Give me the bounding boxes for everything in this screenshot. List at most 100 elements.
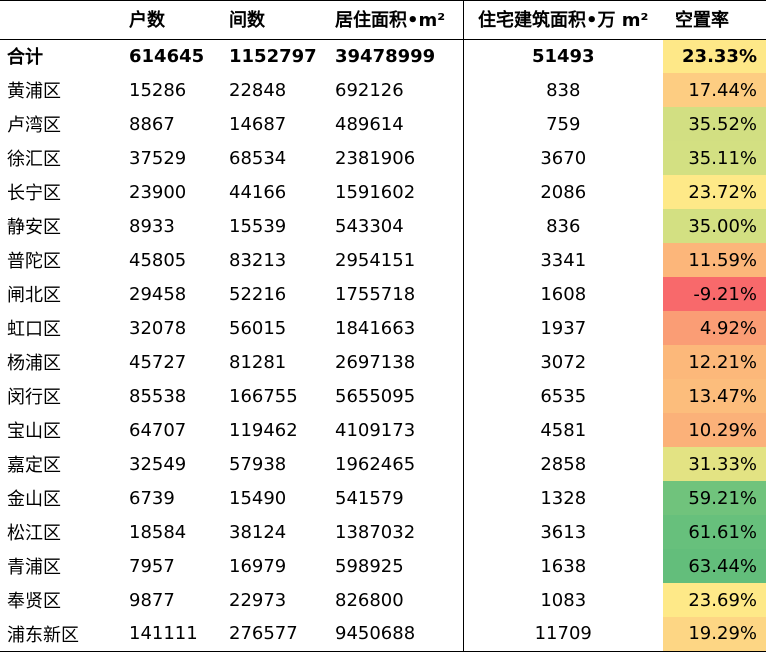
cell-vacancy-rate: 63.44% (663, 549, 766, 583)
cell-households: 18584 (129, 521, 187, 543)
total-row: 合计 614645 1152797 39478999 51493 23.33% (0, 39, 766, 73)
cell-living-area: 489614 (335, 113, 404, 135)
cell-living-area: 5655095 (335, 385, 416, 407)
cell-rooms: 44166 (229, 181, 287, 203)
cell-rooms: 22848 (229, 79, 287, 101)
table-row: 奉贤区 9877 22973 826800 1083 23.69% (0, 583, 766, 617)
total-district: 合计 (7, 47, 43, 69)
cell-households: 85538 (129, 385, 187, 407)
cell-building-area: 838 (462, 73, 663, 107)
header-district (0, 0, 122, 40)
total-living-area: 39478999 (335, 45, 436, 67)
cell-living-area: 1387032 (335, 521, 416, 543)
cell-vacancy-rate: 23.69% (663, 583, 766, 617)
cell-households: 23900 (129, 181, 187, 203)
cell-rooms: 15539 (229, 215, 287, 237)
header-households: 户数 (122, 0, 222, 40)
table-row: 卢湾区 8867 14687 489614 759 35.52% (0, 107, 766, 141)
cell-district: 虹口区 (7, 319, 61, 340)
cell-vacancy-rate: 17.44% (663, 73, 766, 107)
cell-building-area: 3072 (462, 345, 663, 379)
cell-rooms: 16979 (229, 555, 287, 577)
cell-living-area: 1841663 (335, 317, 416, 339)
cell-households: 8867 (129, 113, 175, 135)
cell-living-area: 2697138 (335, 351, 416, 373)
table-body: 合计 614645 1152797 39478999 51493 23.33% … (0, 39, 766, 652)
table-row: 闸北区 29458 52216 1755718 1608 -9.21% (0, 277, 766, 311)
cell-district: 静安区 (7, 217, 61, 238)
table-row: 黄浦区 15286 22848 692126 838 17.44% (0, 73, 766, 107)
cell-households: 141111 (122, 617, 222, 652)
cell-building-area: 1328 (462, 481, 663, 515)
total-households: 614645 (129, 45, 205, 67)
cell-building-area: 1083 (462, 583, 663, 617)
cell-rooms: 56015 (229, 317, 287, 339)
cell-living-area: 541579 (335, 487, 404, 509)
table-row: 金山区 6739 15490 541579 1328 59.21% (0, 481, 766, 515)
cell-vacancy-rate: 35.11% (663, 141, 766, 175)
cell-district: 杨浦区 (7, 353, 61, 374)
cell-district: 嘉定区 (7, 455, 61, 476)
cell-district: 闸北区 (7, 285, 61, 306)
cell-building-area: 3613 (462, 515, 663, 549)
cell-vacancy-rate: 10.29% (663, 413, 766, 447)
cell-rooms: 14687 (229, 113, 287, 135)
cell-district: 宝山区 (7, 421, 61, 442)
cell-households: 8933 (129, 215, 175, 237)
cell-living-area: 598925 (335, 555, 404, 577)
cell-district: 黄浦区 (7, 81, 61, 102)
table-row: 徐汇区 37529 68534 2381906 3670 35.11% (0, 141, 766, 175)
header-vacancy-rate: 空置率 (663, 0, 766, 40)
cell-living-area: 1591602 (335, 181, 416, 203)
cell-vacancy-rate: 31.33% (663, 447, 766, 481)
cell-building-area: 1937 (462, 311, 663, 345)
cell-vacancy-rate: 13.47% (663, 379, 766, 413)
table-row: 杨浦区 45727 81281 2697138 3072 12.21% (0, 345, 766, 379)
table-row: 嘉定区 32549 57938 1962465 2858 31.33% (0, 447, 766, 481)
table-row: 浦东新区 141111 276577 9450688 11709 19.29% (0, 617, 766, 652)
cell-living-area: 2381906 (335, 147, 416, 169)
cell-households: 64707 (129, 419, 187, 441)
table-row: 宝山区 64707 119462 4109173 4581 10.29% (0, 413, 766, 447)
table-row: 青浦区 7957 16979 598925 1638 63.44% (0, 549, 766, 583)
cell-living-area: 1755718 (335, 283, 416, 305)
cell-households: 15286 (129, 79, 187, 101)
cell-vacancy-rate: 61.61% (663, 515, 766, 549)
cell-building-area: 1608 (462, 277, 663, 311)
cell-building-area: 759 (462, 107, 663, 141)
cell-households: 45805 (129, 249, 187, 271)
cell-households: 6739 (129, 487, 175, 509)
cell-rooms: 119462 (229, 419, 298, 441)
cell-rooms: 15490 (229, 487, 287, 509)
cell-living-area: 2954151 (335, 249, 416, 271)
cell-living-area: 826800 (335, 589, 404, 611)
table-row: 静安区 8933 15539 543304 836 35.00% (0, 209, 766, 243)
cell-district: 松江区 (7, 523, 61, 544)
cell-district: 奉贤区 (7, 591, 61, 612)
cell-building-area: 3670 (462, 141, 663, 175)
cell-rooms: 83213 (229, 249, 287, 271)
cell-building-area: 6535 (462, 379, 663, 413)
table-row: 闵行区 85538 166755 5655095 6535 13.47% (0, 379, 766, 413)
header-rooms: 间数 (222, 0, 328, 40)
cell-vacancy-rate: 4.92% (663, 311, 766, 345)
cell-district: 浦东新区 (0, 617, 122, 652)
cell-households: 29458 (129, 283, 187, 305)
cell-rooms: 52216 (229, 283, 287, 305)
cell-households: 32078 (129, 317, 187, 339)
cell-living-area: 692126 (335, 79, 404, 101)
cell-building-area: 2858 (462, 447, 663, 481)
cell-building-area: 11709 (462, 617, 663, 652)
cell-district: 青浦区 (7, 557, 61, 578)
cell-district: 金山区 (7, 489, 61, 510)
cell-vacancy-rate: 11.59% (663, 243, 766, 277)
total-building-area: 51493 (462, 39, 663, 73)
cell-living-area: 1962465 (335, 453, 416, 475)
cell-vacancy-rate: -9.21% (663, 277, 766, 311)
cell-vacancy-rate: 59.21% (663, 481, 766, 515)
header-living-area: 居住面积•m² (328, 0, 463, 40)
header-building-area: 住宅建筑面积•万 m² (462, 0, 663, 40)
cell-rooms: 81281 (229, 351, 287, 373)
cell-rooms: 276577 (222, 617, 328, 652)
